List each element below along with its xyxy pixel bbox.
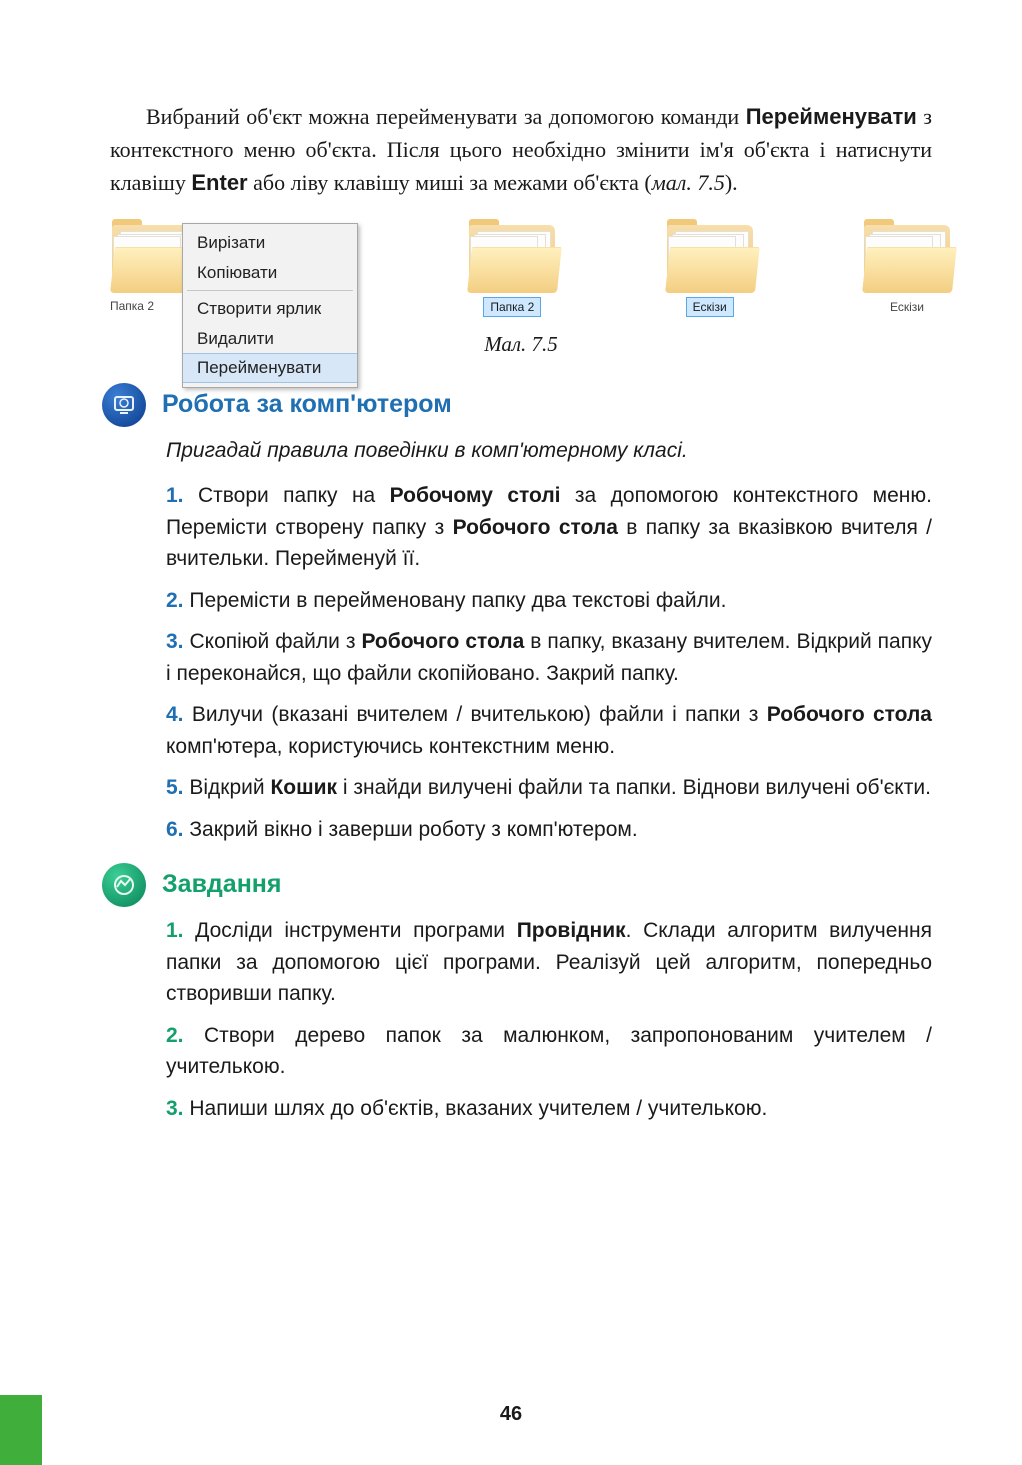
folder-3: Ескізи <box>665 219 755 317</box>
tasks-list: 1. Досліди інструменти програми Провідни… <box>166 915 932 1124</box>
item-bold: Робочого стола <box>767 703 932 726</box>
folder-1-label: Папка 2 <box>110 297 154 315</box>
menu-rename[interactable]: Перейменувати <box>183 353 357 383</box>
item-bold: Робочого стола <box>453 516 618 539</box>
item-text: комп'ютера, користуючись контекстним мен… <box>166 735 615 758</box>
folder-icon[interactable] <box>467 219 557 293</box>
section-computer-work-header: Робота за комп'ютером <box>102 383 932 427</box>
list-item: 2. Створи дерево папок за малюнком, запр… <box>166 1020 932 1083</box>
section-computer-work-title: Робота за комп'ютером <box>162 386 452 424</box>
item-text: Закрий вікно і заверши роботу з комп'юте… <box>189 818 637 841</box>
context-menu: Вирізати Копіювати Створити ярлик Видали… <box>182 223 358 388</box>
item-bold: Провідник <box>517 919 626 942</box>
tasks-badge-icon <box>102 863 146 907</box>
item-number: 3. <box>166 630 184 653</box>
item-number: 4. <box>166 703 184 726</box>
reminder-text: Пригадай правила поведінки в комп'ютерно… <box>166 435 932 467</box>
item-text: Скопіюй файли з <box>189 630 361 653</box>
item-text: Створи дерево папок за малюнком, запропо… <box>166 1024 932 1079</box>
section-tasks-header: Завдання <box>102 863 932 907</box>
menu-copy[interactable]: Копіювати <box>183 258 357 288</box>
item-text: і знайди вилучені файли та папки. Віднов… <box>337 776 931 799</box>
page-number: 46 <box>500 1399 522 1429</box>
intro-bold-1: Перейменувати <box>746 104 917 129</box>
menu-cut[interactable]: Вирізати <box>183 228 357 258</box>
item-text: Створи папку на <box>198 484 390 507</box>
menu-create-shortcut[interactable]: Створити ярлик <box>183 294 357 324</box>
folder-icon[interactable] <box>862 219 952 293</box>
intro-bold-2: Enter <box>191 170 247 195</box>
item-text: Напиши шлях до об'єктів, вказаних учител… <box>189 1097 767 1120</box>
item-number: 3. <box>166 1097 184 1120</box>
intro-mid2: або ліву клавішу миші за межами об'єкта … <box>248 170 652 195</box>
page-edge-marker <box>0 1395 42 1465</box>
folder-3-label-editing[interactable]: Ескізи <box>686 297 734 317</box>
intro-post: ). <box>725 170 738 195</box>
section-tasks-title: Завдання <box>162 866 282 904</box>
folder-icon[interactable] <box>665 219 755 293</box>
item-bold: Робочому столі <box>390 484 561 507</box>
list-item: 1. Створи папку на Робочому столі за доп… <box>166 480 932 575</box>
list-item: 5. Відкрий Кошик і знайди вилучені файли… <box>166 772 932 804</box>
item-text: Досліди інструменти програми <box>195 919 517 942</box>
item-text: Вилучи (вказані вчителем / вчителькою) ф… <box>192 703 767 726</box>
computer-work-list: 1. Створи папку на Робочому столі за доп… <box>166 480 932 845</box>
item-text: Перемісти в перейменовану папку два текс… <box>189 589 726 612</box>
list-item: 3. Напиши шлях до об'єктів, вказаних учи… <box>166 1093 932 1125</box>
list-item: 1. Досліди інструменти програми Провідни… <box>166 915 932 1010</box>
folder-4-label: Ескізи <box>883 297 931 317</box>
intro-paragraph: Вибраний об'єкт можна перейменувати за д… <box>110 100 932 199</box>
item-number: 1. <box>166 484 184 507</box>
item-number: 2. <box>166 1024 184 1047</box>
list-item: 3. Скопіюй файли з Робочого стола в папк… <box>166 626 932 689</box>
list-item: 4. Вилучи (вказані вчителем / вчителькою… <box>166 699 932 762</box>
computer-badge-icon <box>102 383 146 427</box>
list-item: 2. Перемісти в перейменовану папку два т… <box>166 585 932 617</box>
intro-ref: мал. 7.5 <box>652 170 725 195</box>
item-bold: Робочого стола <box>361 630 524 653</box>
figure-7-5: Папка 2 Вирізати Копіювати Створити ярли… <box>100 219 952 317</box>
item-number: 1. <box>166 919 184 942</box>
folder-4: Ескізи <box>862 219 952 317</box>
item-number: 2. <box>166 589 184 612</box>
menu-delete[interactable]: Видалити <box>183 324 357 354</box>
item-bold: Кошик <box>270 776 337 799</box>
intro-pre: Вибраний об'єкт можна перейменувати за д… <box>146 104 746 129</box>
folder-1-with-menu: Папка 2 Вирізати Копіювати Створити ярли… <box>100 219 360 315</box>
menu-separator <box>187 290 353 291</box>
folder-2-label-editing[interactable]: Папка 2 <box>483 297 541 317</box>
folder-2: Папка 2 <box>467 219 557 317</box>
item-number: 6. <box>166 818 184 841</box>
item-text: Відкрий <box>189 776 270 799</box>
item-number: 5. <box>166 776 184 799</box>
list-item: 6. Закрий вікно і заверши роботу з комп'… <box>166 814 932 846</box>
